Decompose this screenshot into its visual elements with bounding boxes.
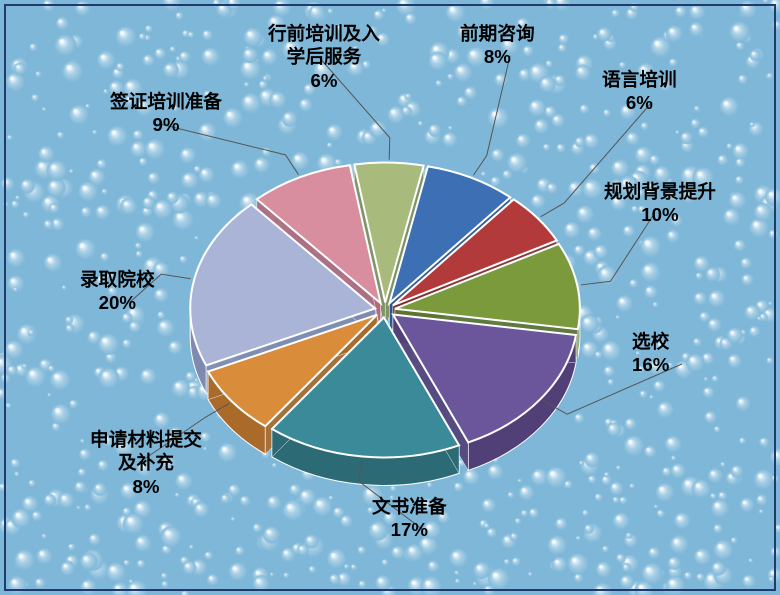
slice-label: 语言培训6% — [602, 68, 677, 115]
slice-label-value: 6% — [602, 91, 677, 114]
slice-label: 文书准备17% — [372, 495, 447, 542]
slice-label-text: 选校 — [632, 330, 669, 353]
slice-label: 行前培训及入学后服务6% — [268, 22, 380, 92]
slice-label-value: 16% — [632, 353, 669, 376]
slice-label-text: 行前培训及入 — [268, 22, 380, 45]
slice-label-text: 文书准备 — [372, 495, 447, 518]
slice-label-text: 签证培训准备 — [110, 90, 222, 113]
slice-label-text: 及补充 — [90, 451, 202, 474]
slice-label-text: 语言培训 — [602, 68, 677, 91]
slice-label: 规划背景提升10% — [604, 180, 716, 227]
slice-label-value: 8% — [460, 45, 535, 68]
slice-label-text: 规划背景提升 — [604, 180, 716, 203]
slice-label-value: 9% — [110, 113, 222, 136]
slice-label-text: 申请材料提交 — [90, 428, 202, 451]
slice-label-value: 20% — [80, 291, 155, 314]
slice-label: 选校16% — [632, 330, 669, 377]
slice-label-value: 6% — [268, 69, 380, 92]
slice-label-value: 17% — [372, 518, 447, 541]
slice-label: 签证培训准备9% — [110, 90, 222, 137]
slice-label-text: 学后服务 — [268, 45, 380, 68]
slice-label: 前期咨询8% — [460, 22, 535, 69]
slice-label-value: 10% — [604, 203, 716, 226]
slice-label: 录取院校20% — [80, 268, 155, 315]
slice-label-text: 前期咨询 — [460, 22, 535, 45]
slice-label-value: 8% — [90, 475, 202, 498]
slice-label-text: 录取院校 — [80, 268, 155, 291]
slice-label: 申请材料提交及补充8% — [90, 428, 202, 498]
